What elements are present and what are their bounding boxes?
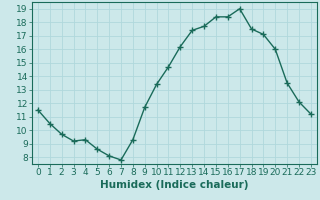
X-axis label: Humidex (Indice chaleur): Humidex (Indice chaleur) — [100, 180, 249, 190]
